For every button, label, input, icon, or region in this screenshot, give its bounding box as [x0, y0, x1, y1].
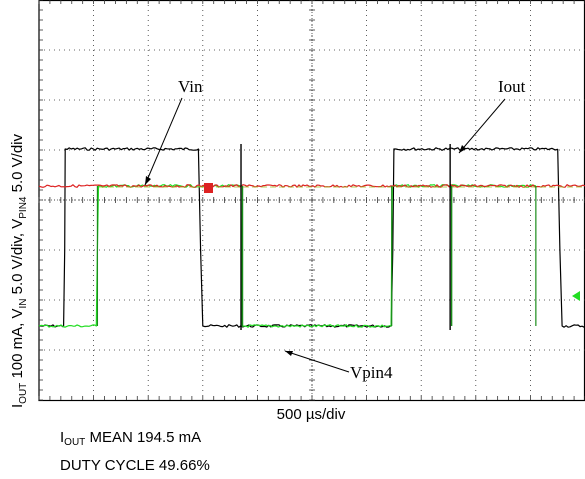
arrowhead-vin — [145, 176, 151, 185]
y-axis-label: IOUT 100 mA, VIN 5.0 V/div, VPIN4 5.0 V/… — [9, 133, 29, 408]
graticule — [38, 0, 585, 402]
duty-cycle-readout: DUTY CYCLE 49.66% — [60, 457, 210, 474]
trigger-marker — [204, 183, 213, 193]
measurement-readout: IOUT MEAN 194.5 mA DUTY CYCLE 49.66% — [60, 426, 210, 477]
annotations: Vin Iout Vpin4 — [144, 77, 526, 382]
mean-readout: IOUT MEAN 194.5 mA — [60, 429, 202, 448]
trace-vpin4 — [38, 184, 537, 328]
x-axis-label: 500 µs/div — [277, 406, 346, 423]
trace-iout-continued — [557, 148, 585, 328]
arrowhead-iout — [459, 145, 466, 153]
markers — [204, 183, 580, 301]
arrowhead-vpin4 — [285, 351, 293, 356]
ground-marker-vpin4 — [572, 291, 580, 301]
arrow-vin — [144, 97, 183, 186]
traces — [38, 144, 585, 330]
trace-iout — [39, 147, 558, 328]
annotation-iout: Iout — [498, 77, 526, 96]
annotation-vin: Vin — [178, 77, 203, 96]
arrow-iout — [458, 98, 506, 154]
arrow-vpin4 — [284, 350, 350, 373]
annotation-vpin4: Vpin4 — [350, 363, 393, 382]
